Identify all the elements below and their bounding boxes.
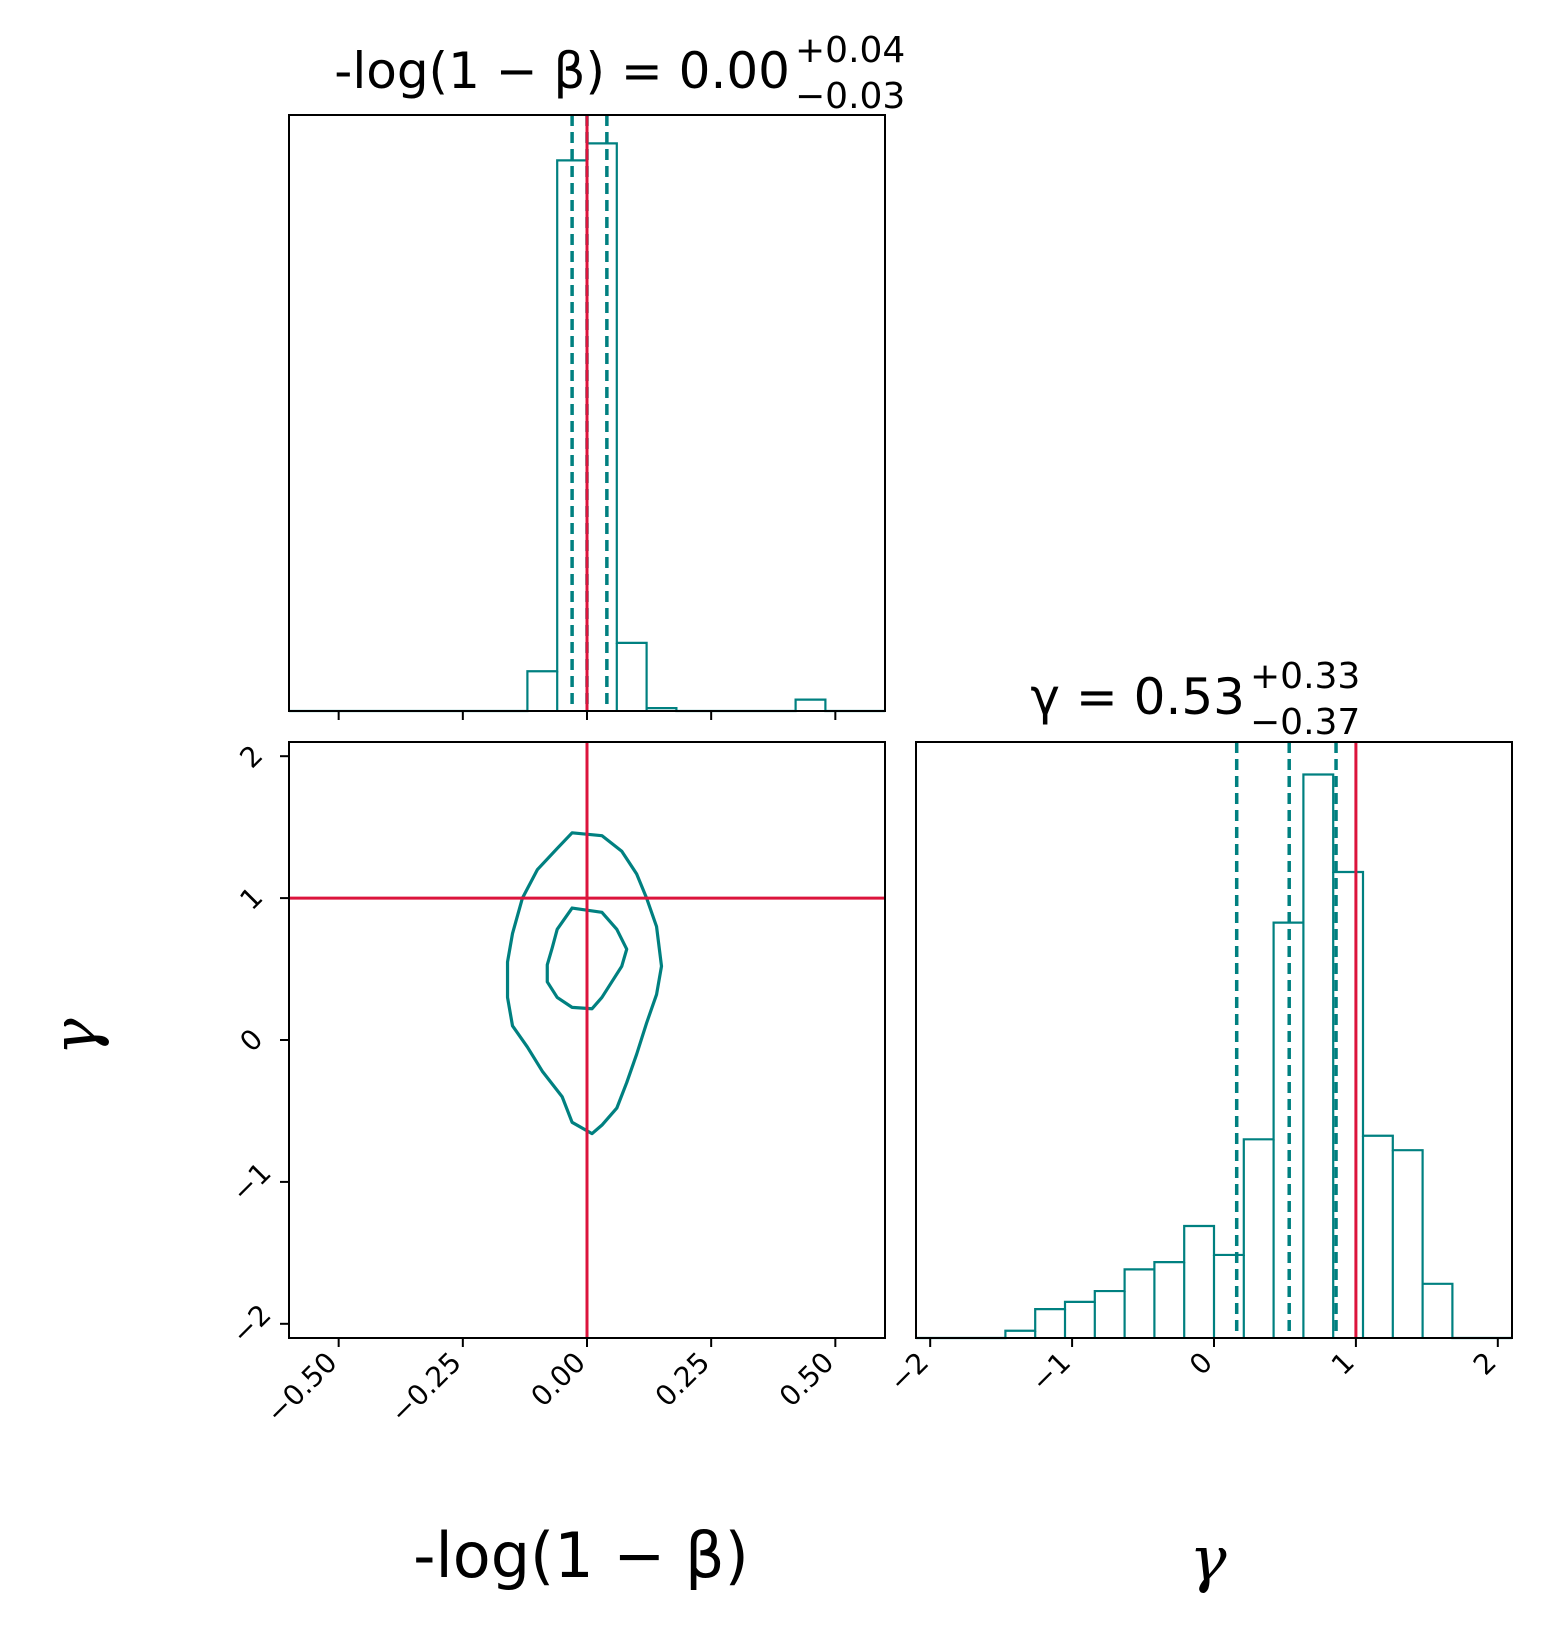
- contour-inner: [545, 906, 629, 1011]
- gamma-title-sup: +0.33: [1250, 656, 1360, 697]
- x-axis-label-beta: -log(1 − β): [413, 1519, 749, 1592]
- contour-ytick-label-0: −2: [225, 1298, 278, 1351]
- hist-gamma-bars: [916, 773, 1512, 1340]
- gamma-title: γ = 0.53: [1030, 668, 1245, 726]
- hist-gamma-xtick-label-1: −1: [1025, 1346, 1078, 1399]
- hist-gamma-xtick-label-2: 0: [1183, 1346, 1219, 1382]
- hist-gamma-xtick-label-3: 1: [1325, 1346, 1361, 1382]
- contour-xtick-label-1: −0.25: [384, 1346, 468, 1430]
- x-axis-label-gamma: γ: [1189, 1522, 1227, 1595]
- contour-ytick-label-4: 2: [233, 739, 269, 775]
- panel-hist-gamma: −2 −1 0 1 2: [883, 741, 1513, 1399]
- panel-hist-beta: [288, 114, 886, 720]
- contour-ytick-label-1: −1: [225, 1156, 278, 1209]
- hist-gamma-xtick-label-4: 2: [1467, 1346, 1503, 1382]
- beta-title-sub: −0.03: [795, 76, 905, 117]
- contour-xtick-label-0: −0.50: [260, 1346, 344, 1430]
- beta-title: -log(1 − β) = 0.00: [334, 42, 790, 100]
- contour-xtick-label-2: 0.00: [525, 1346, 592, 1413]
- contour-ytick-label-2: 0: [233, 1022, 269, 1058]
- hist-gamma-xtick-label-0: −2: [883, 1346, 936, 1399]
- hist-gamma-step-outline: [916, 773, 1512, 1340]
- contour-ytick-label-3: 1: [233, 880, 269, 916]
- contour-outer: [505, 831, 664, 1136]
- gamma-title-sub: −0.37: [1250, 702, 1360, 743]
- contour-xtick-label-4: 0.50: [773, 1346, 840, 1413]
- beta-title-sup: +0.04: [795, 30, 905, 71]
- y-axis-label-gamma: γ: [38, 1018, 111, 1056]
- panel-contour: −0.50 −0.25 0.00 0.25 0.50 −2 −1 0 1 2: [225, 739, 886, 1430]
- contour-xtick-label-3: 0.25: [649, 1346, 716, 1413]
